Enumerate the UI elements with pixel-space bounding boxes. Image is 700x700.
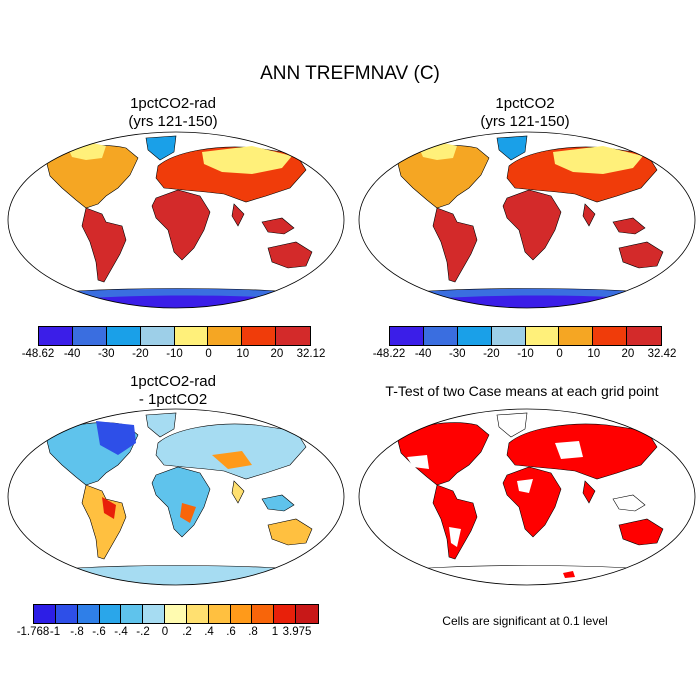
colorbar-swatch: [174, 327, 209, 345]
colorbar-swatch: [274, 605, 297, 623]
colorbar-difference: [33, 604, 319, 624]
map-panel-1pctco2: [358, 131, 696, 309]
colorbar-swatch: [390, 327, 424, 345]
colorbar-tick-label: .2: [182, 626, 192, 638]
colorbar-tick-label: 0: [205, 348, 212, 360]
colorbar-tick-label: -40: [414, 348, 432, 360]
colorbar-swatch: [39, 327, 73, 345]
colorbar-tick-label: -40: [63, 348, 81, 360]
panel-title-line1: 1pctCO2-rad: [130, 373, 216, 390]
colorbar-swatch: [242, 327, 277, 345]
panel-title-line1: 1pctCO2: [495, 95, 555, 112]
colorbar-swatch: [208, 605, 231, 623]
colorbar-swatch: [230, 605, 253, 623]
colorbar-swatch: [252, 605, 275, 623]
panel-title-line2: (yrs 121-150): [480, 113, 570, 130]
panel-title-ttest: T-Test of two Case means at each grid po…: [385, 383, 659, 399]
colorbar-tick-label: -30: [448, 348, 466, 360]
panel-title-1pctco2-rad: 1pctCO2-rad (yrs 121-150): [38, 95, 308, 131]
colorbar-swatch: [55, 605, 78, 623]
colorbar-tick-label: 20: [621, 348, 635, 360]
colorbar-swatch: [208, 327, 243, 345]
colorbar-tick-label: 10: [587, 348, 601, 360]
colorbar-swatch: [423, 327, 458, 345]
colorbar-swatch: [491, 327, 526, 345]
colorbar-tick-label: 1: [271, 626, 279, 638]
colorbar-swatch: [627, 327, 661, 345]
colorbar-tick-label: 0: [161, 626, 169, 638]
colorbar-1pctco2: [389, 326, 662, 346]
colorbar-tick-label: 32.12: [296, 348, 326, 360]
colorbar-tick-label: -.4: [114, 626, 128, 638]
colorbar-tick-label: 32.42: [647, 348, 677, 360]
colorbar-tick-label: -10: [166, 348, 183, 360]
colorbar-tick-label: -48.22: [372, 348, 406, 360]
significance-note: Cells are significant at 0.1 level: [442, 614, 608, 628]
panel-title-line2: - 1pctCO2: [138, 391, 208, 408]
panel-title-1pctco2: 1pctCO2 (yrs 121-150): [390, 95, 660, 131]
colorbar-swatch: [593, 327, 628, 345]
colorbar-tick-label: .8: [248, 626, 258, 638]
colorbar-swatch: [457, 327, 492, 345]
colorbar-tick-label: 20: [270, 348, 284, 360]
colorbar-swatch: [143, 605, 166, 623]
colorbar-swatch: [34, 605, 56, 623]
colorbar-tick-label: -20: [132, 348, 149, 360]
colorbar-swatch: [296, 605, 318, 623]
colorbar-swatch: [99, 605, 122, 623]
colorbar-tick-label: -.6: [92, 626, 106, 638]
colorbar-swatch: [165, 605, 187, 623]
map-panel-ttest: [358, 408, 696, 586]
colorbar-tick-label: -1: [49, 626, 61, 638]
panel-title-line2: (yrs 121-150): [128, 113, 218, 130]
colorbar-tick-label: -.8: [70, 626, 84, 638]
colorbar-swatch: [121, 605, 144, 623]
map-panel-difference: [7, 408, 345, 586]
map-panel-1pctco2-rad: [7, 131, 345, 309]
colorbar-tick-label: 0: [556, 348, 563, 360]
colorbar-swatch: [140, 327, 175, 345]
figure-title: ANN TREFMNAV (C): [260, 63, 440, 84]
panel-title-line1: 1pctCO2-rad: [130, 95, 216, 112]
colorbar-tick-label: -.2: [136, 626, 150, 638]
colorbar-swatch: [276, 327, 310, 345]
colorbar-tick-label: -10: [517, 348, 534, 360]
colorbar-tick-label: .6: [226, 626, 236, 638]
colorbar-swatch: [559, 327, 594, 345]
colorbar-tick-label: 10: [236, 348, 250, 360]
colorbar-swatch: [77, 605, 100, 623]
colorbar-tick-label: .4: [204, 626, 214, 638]
colorbar-swatch: [72, 327, 107, 345]
colorbar-1pctco2-rad: [38, 326, 311, 346]
colorbar-swatch: [106, 327, 141, 345]
colorbar-swatch: [186, 605, 209, 623]
colorbar-tick-label: -48.62: [21, 348, 55, 360]
colorbar-tick-label: -1.768: [16, 626, 50, 638]
colorbar-tick-label: -30: [97, 348, 115, 360]
colorbar-swatch: [525, 327, 560, 345]
colorbar-tick-label: -20: [483, 348, 500, 360]
panel-title-difference: 1pctCO2-rad - 1pctCO2: [38, 373, 308, 409]
colorbar-tick-label: 3.975: [282, 626, 312, 638]
